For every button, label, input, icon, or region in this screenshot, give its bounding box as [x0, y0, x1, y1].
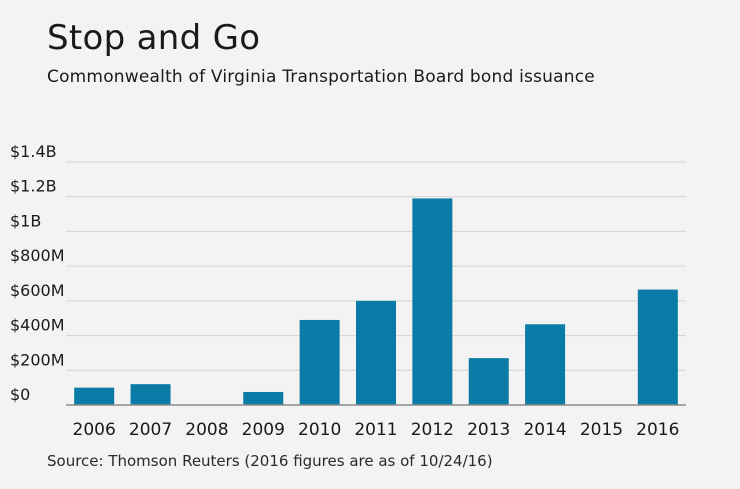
y-tick: $400M — [10, 316, 65, 335]
chart-subtitle: Commonwealth of Virginia Transportation … — [47, 67, 595, 87]
y-tick-label: $400M — [10, 316, 65, 335]
y-tick-label: $800M — [10, 246, 65, 265]
bar-2009 — [243, 391, 284, 405]
x-tick-label-2015: 2015 — [580, 420, 623, 440]
bar-2012 — [412, 198, 453, 405]
bar-2011 — [356, 300, 396, 405]
y-tick-label: $200M — [10, 350, 65, 369]
x-tick-label-2011: 2011 — [354, 420, 397, 440]
y-tick: $600M — [10, 281, 65, 300]
y-tick-label: $0 — [10, 385, 30, 404]
x-tick-label-2009: 2009 — [242, 420, 285, 440]
x-tick-label-2008: 2008 — [185, 420, 228, 440]
bar-2016 — [637, 289, 678, 405]
x-tick-label-2013: 2013 — [467, 420, 510, 440]
x-axis-ticks: 2006 2007 2008 2009 2010 2011 2012 2013 2014 2015… — [73, 420, 680, 440]
y-tick-label: $600M — [10, 281, 65, 300]
y-tick: $1.4B — [10, 142, 57, 161]
y-tick-label: $1.4B — [10, 142, 57, 161]
x-tick-label-2016: 2016 — [636, 420, 679, 440]
x-tick-label-2006: 2006 — [73, 420, 116, 440]
y-tick: $1B — [10, 211, 41, 230]
x-tick-label-2014: 2014 — [523, 420, 566, 440]
bar-2006 — [74, 387, 115, 405]
bar-2014 — [525, 324, 566, 405]
bar-2007 — [130, 384, 171, 405]
source-note: Source: Thomson Reuters (2016 figures ar… — [47, 452, 493, 470]
bars — [74, 198, 678, 405]
y-tick-label: $1B — [10, 211, 41, 230]
x-tick-label-2007: 2007 — [129, 420, 172, 440]
y-tick: $1.2B — [10, 177, 57, 196]
bar-2013 — [468, 358, 509, 405]
x-tick-label-2012: 2012 — [411, 420, 454, 440]
y-axis-ticks: $0 $200M $400M $600M $800M $1B $1.2B $1.4B — [10, 142, 65, 404]
y-tick: $200M — [10, 350, 65, 369]
y-tick-label: $1.2B — [10, 177, 57, 196]
y-tick: $0 — [10, 385, 30, 404]
bar-2010 — [299, 319, 340, 405]
chart-title: Stop and Go — [47, 18, 261, 58]
x-tick-label-2010: 2010 — [298, 420, 341, 440]
y-tick: $800M — [10, 246, 65, 265]
